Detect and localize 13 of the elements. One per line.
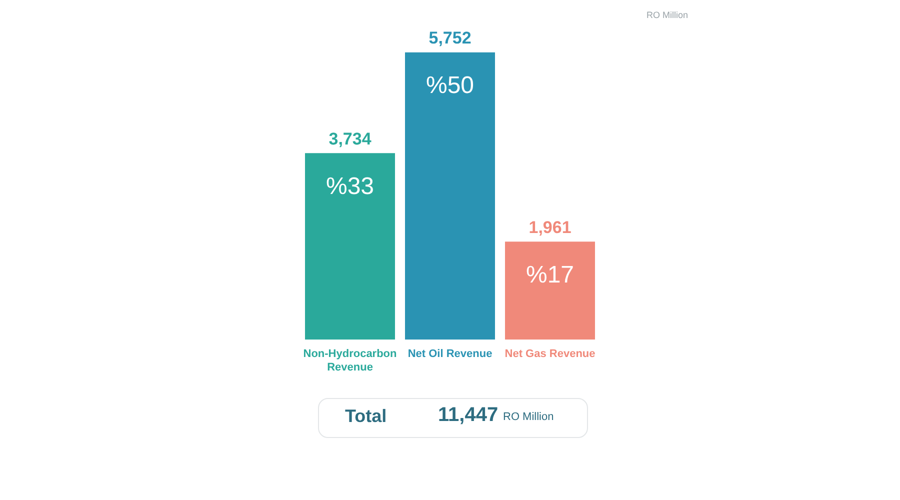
data-label: 3,734: [328, 129, 372, 148]
text: RO Million: [503, 411, 554, 423]
annotation: %50: [426, 72, 474, 100]
data-label: 1,961: [528, 218, 572, 237]
x-tick-label: Non-Hydrocarbon Revenue: [303, 348, 398, 374]
x-tick-label: Net Oil Revenue: [408, 348, 492, 360]
annotation: %17: [526, 261, 574, 288]
text: 11,447: [438, 404, 498, 427]
x-tick-label: Net Gas Revenue: [504, 348, 596, 360]
annotation: %33: [326, 172, 374, 200]
data-label: 5,752: [428, 28, 472, 48]
text: Total: [345, 406, 387, 427]
text: RO Million: [646, 10, 688, 20]
